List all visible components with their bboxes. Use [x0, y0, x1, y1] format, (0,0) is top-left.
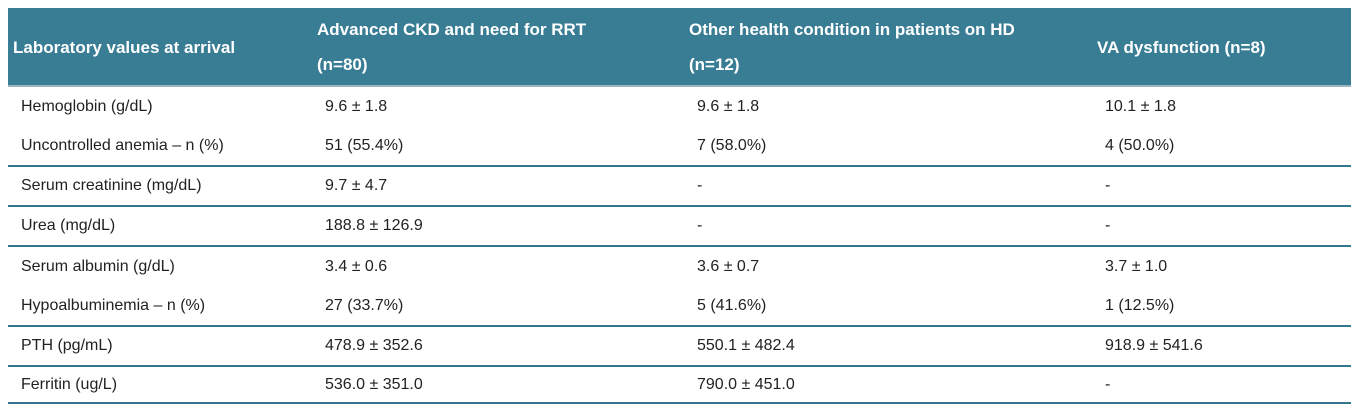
value-cell: 550.1 ± 482.4 [684, 326, 1092, 367]
table-header: Laboratory values at arrival Advanced CK… [8, 8, 1351, 87]
row-label: Uncontrolled anemia – n (%) [8, 126, 312, 167]
table-row-hypoalbuminemia: Hypoalbuminemia – n (%) 27 (33.7%) 5 (41… [8, 286, 1351, 327]
value-cell: - [684, 166, 1092, 207]
value-cell: 7 (58.0%) [684, 126, 1092, 167]
value-cell: 3.4 ± 0.6 [312, 246, 684, 286]
laboratory-values-table: Laboratory values at arrival Advanced CK… [8, 8, 1351, 404]
table-row-serum-creatinine: Serum creatinine (mg/dL) 9.7 ± 4.7 - - [8, 166, 1351, 207]
table-row-serum-albumin: Serum albumin (g/dL) 3.4 ± 0.6 3.6 ± 0.7… [8, 246, 1351, 286]
header-cell-other-condition: Other health condition in patients on HD… [684, 8, 1092, 87]
header-label: Other health condition in patients on HD [689, 20, 1015, 39]
header-n-count: (n=12) [689, 55, 740, 74]
value-cell: 1 (12.5%) [1092, 286, 1351, 327]
header-label: Advanced CKD and need for RRT [317, 20, 587, 39]
row-label: Serum creatinine (mg/dL) [8, 166, 312, 207]
row-label: Urea (mg/dL) [8, 206, 312, 247]
value-cell: 918.9 ± 541.6 [1092, 326, 1351, 367]
value-cell: 51 (55.4%) [312, 126, 684, 167]
value-cell: 3.6 ± 0.7 [684, 246, 1092, 286]
value-cell: - [684, 206, 1092, 247]
table-row-urea: Urea (mg/dL) 188.8 ± 126.9 - - [8, 206, 1351, 247]
table-row-pth: PTH (pg/mL) 478.9 ± 352.6 550.1 ± 482.4 … [8, 326, 1351, 367]
value-cell: 790.0 ± 451.0 [684, 366, 1092, 404]
header-n-count: (n=80) [317, 55, 368, 74]
value-cell: 9.6 ± 1.8 [312, 86, 684, 126]
table-row-uncontrolled-anemia: Uncontrolled anemia – n (%) 51 (55.4%) 7… [8, 126, 1351, 167]
value-cell: 9.7 ± 4.7 [312, 166, 684, 207]
row-label: Ferritin (ug/L) [8, 366, 312, 404]
table-row-ferritin: Ferritin (ug/L) 536.0 ± 351.0 790.0 ± 45… [8, 366, 1351, 404]
value-cell: 478.9 ± 352.6 [312, 326, 684, 367]
header-label: VA dysfunction (n=8) [1097, 37, 1266, 57]
value-cell: 3.7 ± 1.0 [1092, 246, 1351, 286]
header-cell-advanced-ckd: Advanced CKD and need for RRT (n=80) [312, 8, 684, 87]
row-label: PTH (pg/mL) [8, 326, 312, 367]
value-cell: 188.8 ± 126.9 [312, 206, 684, 247]
value-cell: 5 (41.6%) [684, 286, 1092, 327]
value-cell: 27 (33.7%) [312, 286, 684, 327]
row-label: Serum albumin (g/dL) [8, 246, 312, 286]
header-label: Laboratory values at arrival [13, 37, 236, 57]
value-cell: - [1092, 166, 1351, 207]
value-cell: 536.0 ± 351.0 [312, 366, 684, 404]
row-label: Hemoglobin (g/dL) [8, 86, 312, 126]
header-cell-laboratory-values: Laboratory values at arrival [8, 8, 312, 87]
value-cell: 4 (50.0%) [1092, 126, 1351, 167]
table-row-hemoglobin: Hemoglobin (g/dL) 9.6 ± 1.8 9.6 ± 1.8 10… [8, 86, 1351, 126]
header-row: Laboratory values at arrival Advanced CK… [8, 8, 1351, 87]
row-label: Hypoalbuminemia – n (%) [8, 286, 312, 327]
value-cell: 10.1 ± 1.8 [1092, 86, 1351, 126]
header-cell-va-dysfunction: VA dysfunction (n=8) [1092, 8, 1351, 87]
value-cell: - [1092, 206, 1351, 247]
value-cell: - [1092, 366, 1351, 404]
table-body: Hemoglobin (g/dL) 9.6 ± 1.8 9.6 ± 1.8 10… [8, 86, 1351, 404]
value-cell: 9.6 ± 1.8 [684, 86, 1092, 126]
